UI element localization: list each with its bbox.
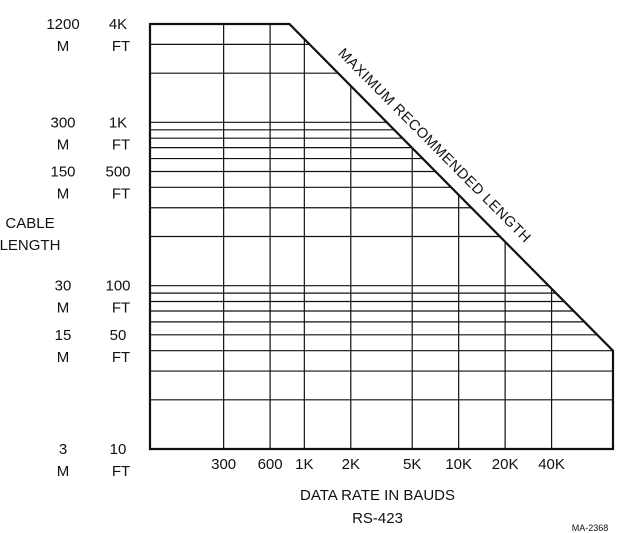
y-tick-feet: 50 — [110, 327, 127, 344]
y-tick-meters: 30 — [55, 278, 72, 295]
x-tick-label: 300 — [211, 456, 236, 473]
y-tick-feet: 4K — [109, 16, 127, 33]
y-tick-meters-unit: M — [57, 463, 70, 480]
x-tick-label: 1K — [295, 456, 313, 473]
y-tick-meters-unit: M — [57, 186, 70, 203]
y-tick-meters-unit: M — [57, 38, 70, 55]
y-tick-meters: 150 — [50, 164, 75, 181]
y-tick-feet: 500 — [105, 164, 130, 181]
y-tick-feet-unit: FT — [112, 463, 130, 480]
grid-lines — [150, 24, 613, 449]
x-axis-tick-labels: 300 600 1K 2K 5K 10K 20K 40K — [211, 456, 565, 473]
y-axis-tick-labels: 1200 4K M FT 300 1K M FT 150 500 M FT 30 100 M FT 15 50 M F… — [46, 16, 130, 480]
x-tick-label: 20K — [492, 456, 519, 473]
x-tick-label: 2K — [342, 456, 360, 473]
recommended-region-outline — [148, 22, 615, 451]
y-tick-feet-unit: FT — [112, 38, 130, 55]
y-tick-feet-unit: FT — [112, 186, 130, 203]
x-tick-label: 5K — [403, 456, 421, 473]
y-tick-meters: 15 — [55, 327, 72, 344]
y-tick-feet: 1K — [109, 114, 127, 131]
y-tick-meters: 1200 — [46, 16, 79, 33]
y-tick-meters: 300 — [50, 114, 75, 131]
max-length-annotation: MAXIMUM RECOMMENDED LENGTH — [335, 46, 534, 247]
x-tick-label: 10K — [445, 456, 472, 473]
y-tick-feet-unit: FT — [112, 349, 130, 366]
x-tick-label: 40K — [538, 456, 565, 473]
y-tick-meters-unit: M — [57, 136, 70, 153]
x-axis-title: DATA RATE IN BAUDS — [300, 487, 455, 504]
y-tick-feet-unit: FT — [112, 300, 130, 317]
y-tick-meters-unit: M — [57, 300, 70, 317]
figure-code: MA-2368 — [572, 523, 609, 533]
y-tick-meters-unit: M — [57, 349, 70, 366]
x-tick-label: 600 — [258, 456, 283, 473]
y-tick-feet-unit: FT — [112, 136, 130, 153]
y-axis-title-line1: CABLE — [5, 215, 54, 232]
chart-subtitle: RS-423 — [352, 510, 403, 527]
y-axis-title-line2: LENGTH — [0, 237, 60, 254]
y-tick-meters: 3 — [59, 441, 67, 458]
y-tick-feet: 100 — [105, 278, 130, 295]
y-tick-feet: 10 — [110, 441, 127, 458]
